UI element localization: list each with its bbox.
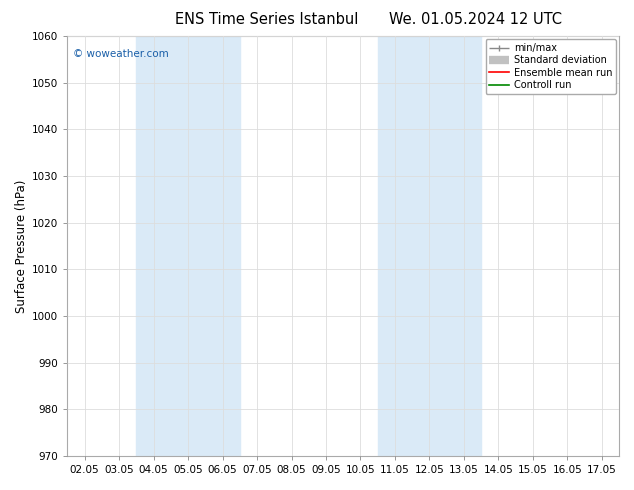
Bar xyxy=(378,36,481,456)
Text: © woweather.com: © woweather.com xyxy=(73,49,169,59)
Y-axis label: Surface Pressure (hPa): Surface Pressure (hPa) xyxy=(15,179,28,313)
Legend: min/max, Standard deviation, Ensemble mean run, Controll run: min/max, Standard deviation, Ensemble me… xyxy=(486,39,616,94)
Bar xyxy=(136,36,240,456)
Text: ENS Time Series Istanbul: ENS Time Series Istanbul xyxy=(174,12,358,27)
Text: We. 01.05.2024 12 UTC: We. 01.05.2024 12 UTC xyxy=(389,12,562,27)
